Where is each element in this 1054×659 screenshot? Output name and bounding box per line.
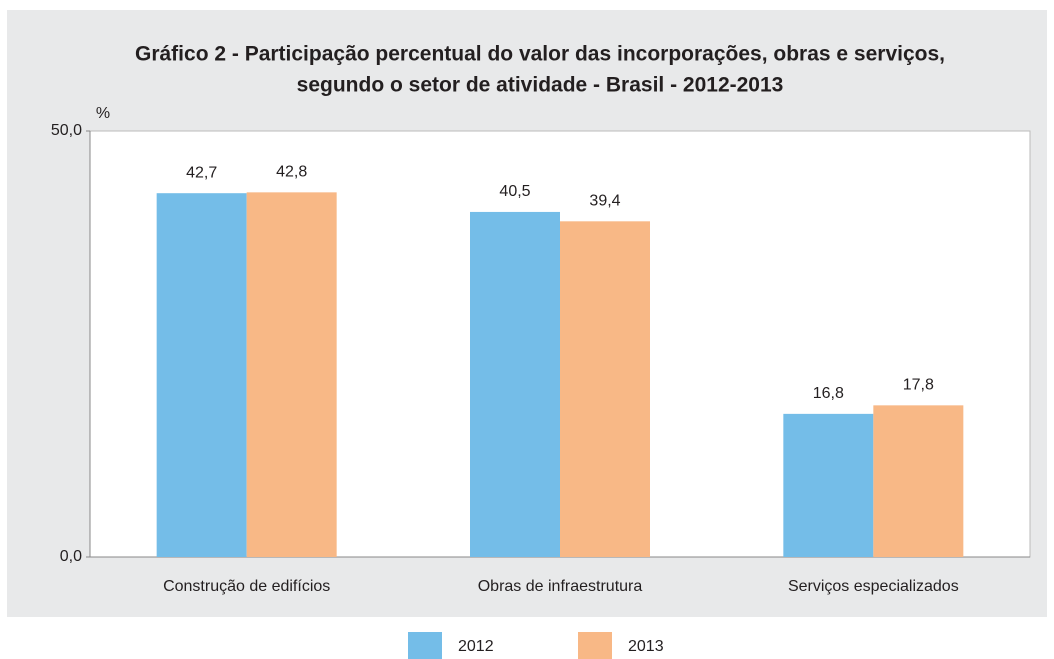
y-tick-label: 50,0 [51,122,82,139]
y-axis-label: % [96,105,110,122]
value-label: 42,7 [186,164,217,181]
bar [470,211,560,557]
x-tick-label: Construção de edifícios [163,578,330,595]
value-label: 39,4 [589,193,620,210]
bar [560,221,650,557]
value-label: 16,8 [813,385,844,402]
legend-swatch [408,632,442,659]
bar [783,413,874,557]
legend-label: 2013 [628,638,664,655]
bar [246,192,337,557]
x-tick-label: Obras de infraestrutura [478,578,643,595]
y-tick-label: 0,0 [60,548,82,565]
x-tick-label: Serviços especializados [788,578,959,595]
legend-swatch [578,632,612,659]
legend-label: 2012 [458,638,494,655]
value-label: 17,8 [903,377,934,394]
value-label: 40,5 [499,183,530,200]
chart-title: Gráfico 2 - Participação percentual do v… [135,43,945,66]
value-label: 42,8 [276,164,307,181]
chart-subtitle: segundo o setor de atividade - Brasil - … [297,74,784,97]
bar [873,405,964,557]
bar [156,193,247,558]
